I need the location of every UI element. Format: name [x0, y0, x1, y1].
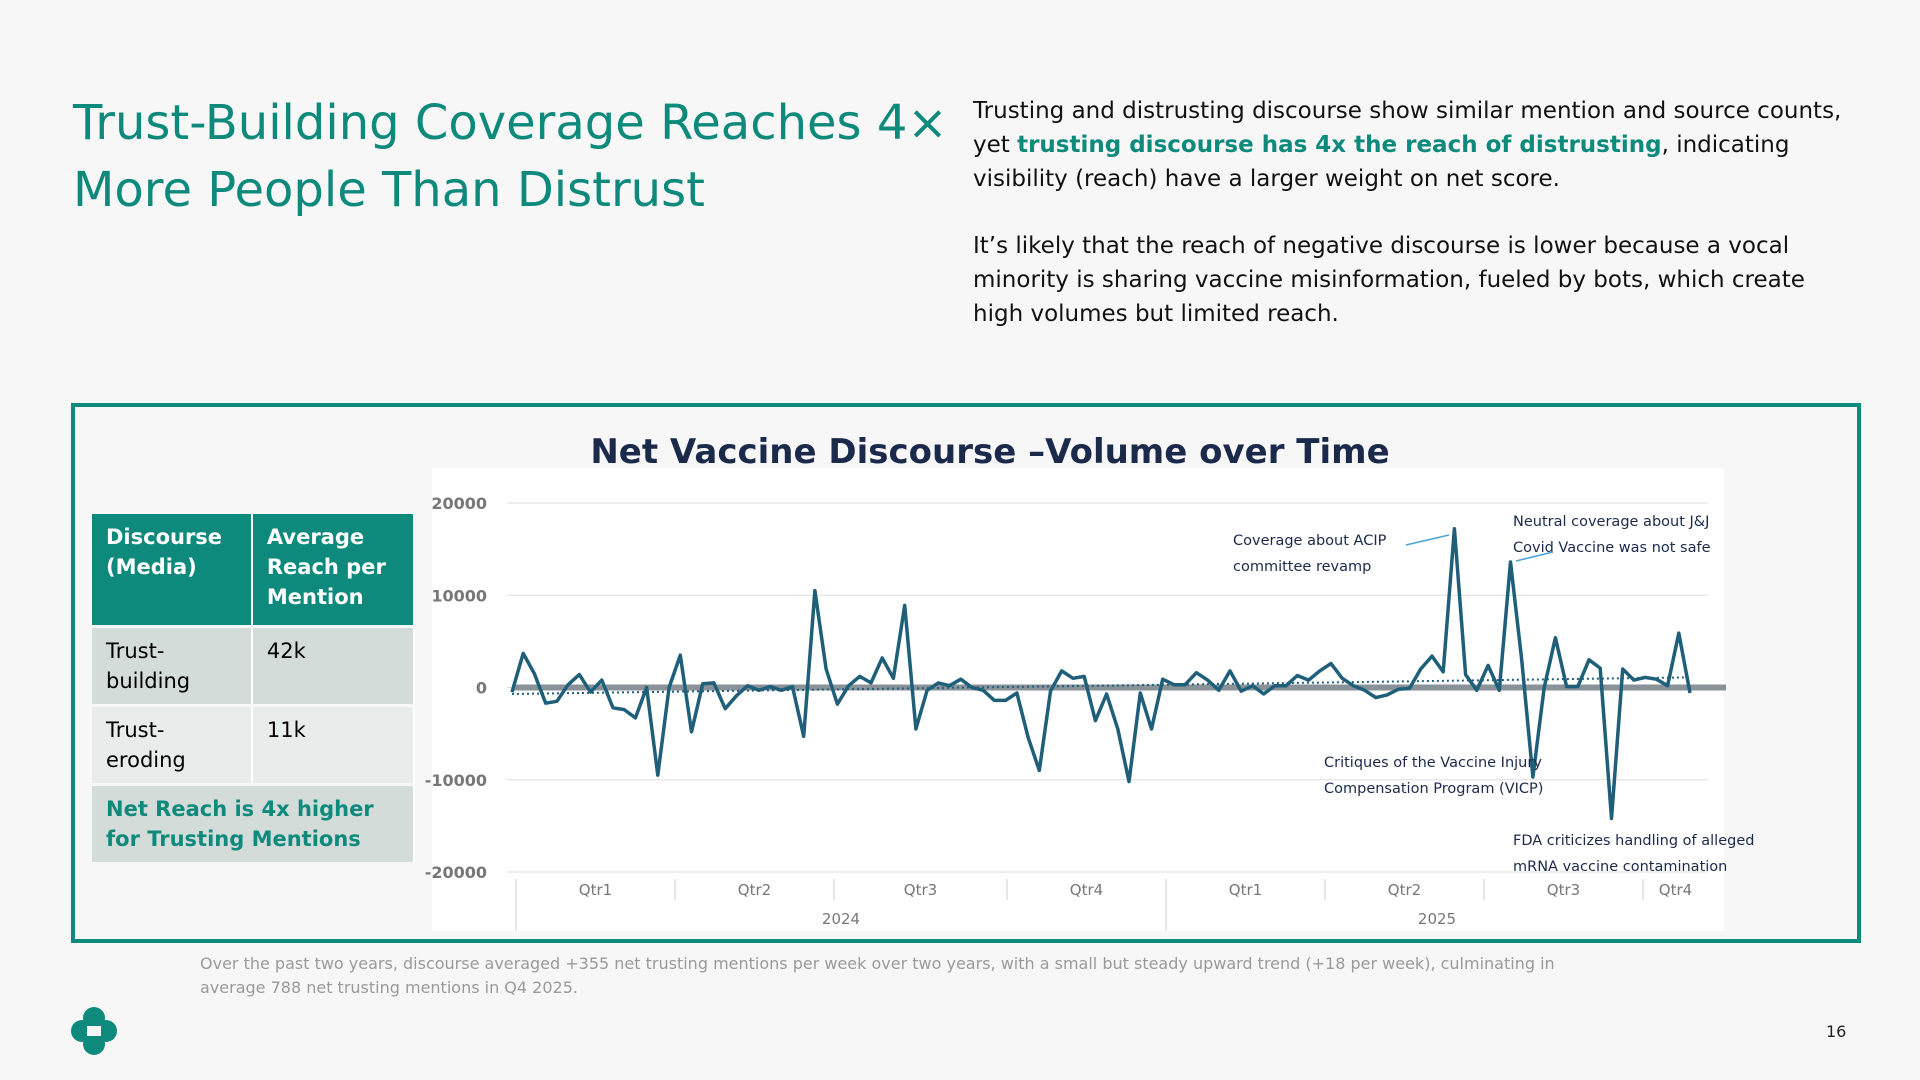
- cell: 42k: [252, 628, 415, 704]
- x-tick-label: Qtr2: [1388, 881, 1421, 899]
- leader-line: [1405, 534, 1450, 546]
- table-row: Trust-building 42k: [92, 628, 415, 704]
- y-tick-label: 0: [476, 679, 487, 698]
- page-number: 16: [1826, 1022, 1847, 1041]
- annotation: mRNA vaccine contamination: [1513, 859, 1727, 875]
- y-tick-label: -10000: [425, 771, 487, 790]
- annotation: FDA criticizes handling of alleged: [1513, 833, 1754, 849]
- cell: Net Reach is 4x higher for Trusting Ment…: [92, 786, 415, 862]
- annotation: Covid Vaccine was not safe: [1513, 540, 1711, 556]
- paragraph: Trusting and distrusting discourse show …: [973, 94, 1853, 196]
- annotation: Critiques of the Vaccine Injury: [1324, 755, 1542, 771]
- x-tick-label: Qtr3: [904, 881, 937, 899]
- table: Discourse (Media) Average Reach per Menti…: [92, 511, 415, 865]
- chart-title: Net Vaccine Discourse –Volume over Time: [590, 432, 1389, 472]
- annotation: Compensation Program (VICP): [1324, 781, 1543, 797]
- x-group-label: 2025: [1418, 910, 1456, 928]
- x-group-label: 2024: [822, 910, 860, 928]
- cell: Trust-eroding: [92, 707, 253, 783]
- leader-line: [1515, 551, 1554, 562]
- x-tick-label: Qtr4: [1659, 881, 1692, 899]
- chart-frame: [71, 403, 1861, 943]
- title-line: More People Than Distrust: [73, 162, 705, 218]
- text: Trusting and distrusting discourse show …: [973, 98, 1842, 158]
- x-tick-label: Qtr2: [738, 881, 771, 899]
- text: , indicating visibility (reach) have a l…: [973, 132, 1790, 192]
- y-tick-label: 20000: [431, 494, 487, 513]
- footnote: Over the past two years, discourse avera…: [200, 954, 1555, 997]
- series-line: [510, 527, 1692, 821]
- cell: Trust-building: [92, 628, 253, 704]
- x-tick-label: Qtr1: [579, 881, 612, 899]
- x-tick-label: Qtr1: [1229, 881, 1262, 899]
- table-header: Discourse (Media) Average Reach per Menti…: [92, 514, 415, 625]
- y-tick-label: 10000: [431, 586, 487, 605]
- paragraph: It’s likely that the reach of negative d…: [973, 233, 1805, 327]
- table-row: Trust-eroding 11k: [92, 707, 415, 783]
- annotation: Neutral coverage about J&J: [1513, 514, 1709, 530]
- annotation: Coverage about ACIP: [1233, 533, 1387, 549]
- y-tick-label: -20000: [425, 863, 487, 882]
- x-tick-label: Qtr3: [1547, 881, 1580, 899]
- annotation: committee revamp: [1233, 559, 1371, 575]
- title-line: Trust-Building Coverage Reaches 4×: [73, 95, 948, 151]
- table-note: Net Reach is 4x higher for Trusting Ment…: [92, 786, 415, 862]
- body-text: Trusting and distrusting discourse show …: [973, 94, 1853, 364]
- title-bg: [425, 424, 1725, 468]
- highlight: trusting discourse has 4x the reach of d…: [1017, 132, 1662, 158]
- x-tick-label: Qtr4: [1070, 881, 1103, 899]
- cell: Discourse (Media): [92, 514, 253, 625]
- slide-title: Trust-Building Coverage Reaches 4× More …: [73, 90, 948, 224]
- logo: [71, 1007, 117, 1055]
- cell: Average Reach per Mention: [252, 514, 415, 625]
- cell: 11k: [252, 707, 415, 783]
